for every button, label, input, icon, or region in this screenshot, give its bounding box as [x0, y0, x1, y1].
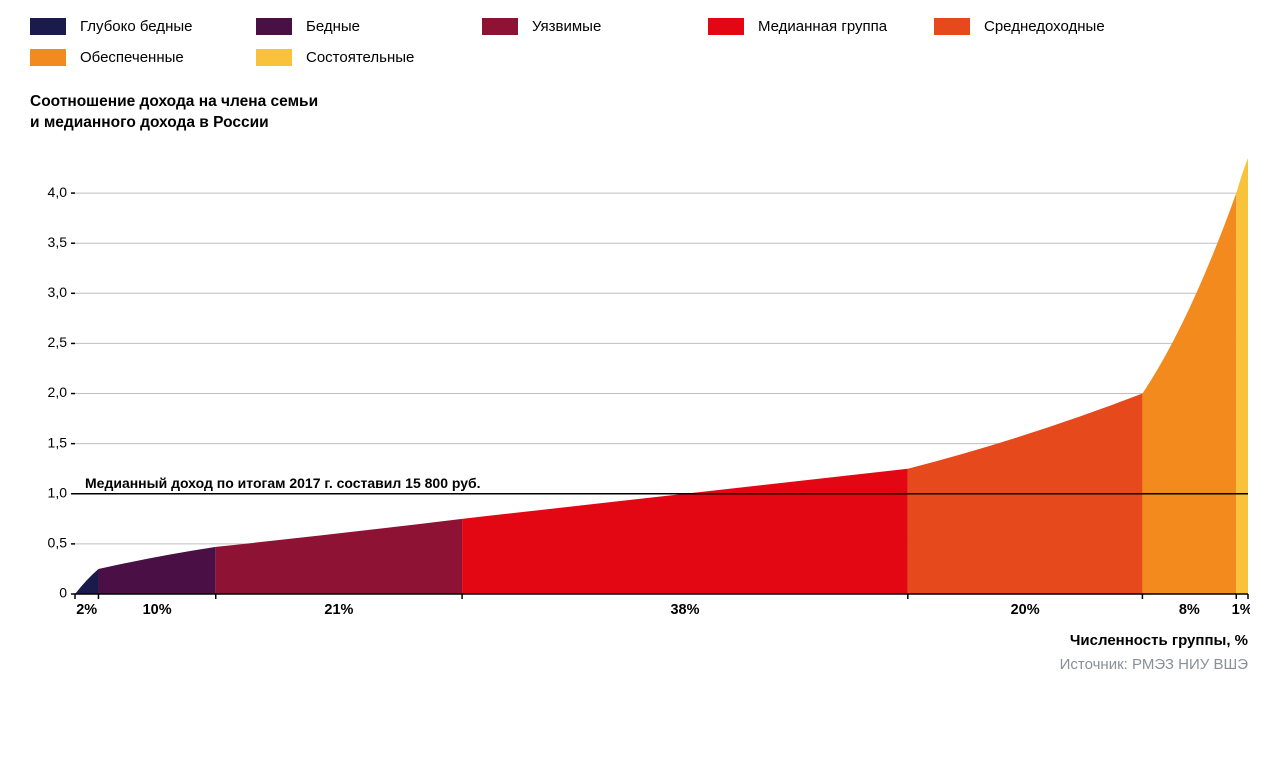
- source-text: РМЭЗ НИУ ВШЭ: [1132, 656, 1248, 673]
- x-tick-label: 1%: [1232, 602, 1250, 618]
- x-tick-label: 20%: [1011, 602, 1040, 618]
- y-tick-label: 3,0: [48, 284, 68, 300]
- source-line: Источник: РМЭЗ НИУ ВШЭ: [1060, 656, 1248, 673]
- legend-label: Бедные: [306, 18, 360, 35]
- y-tick-label: 1,5: [48, 434, 68, 450]
- area-segment: [216, 519, 462, 594]
- area-segment: [98, 547, 215, 594]
- legend-label: Уязвимые: [532, 18, 601, 35]
- area-segment: [462, 469, 908, 594]
- area-segment: [1236, 158, 1248, 594]
- x-tick-label: 2%: [76, 602, 97, 618]
- area-segment: [1142, 193, 1236, 594]
- legend-swatch: [256, 18, 292, 35]
- chart: 0 0,5 1,0 1,5 2,0 2,5 3,0 3,5 4,0 2% 10% 21% 38% 20% 8…: [30, 148, 1250, 698]
- x-tick-label: 38%: [670, 602, 699, 618]
- legend-item: Уязвимые: [482, 18, 708, 35]
- median-note: Медианный доход по итогам 2017 г. состав…: [85, 475, 481, 491]
- x-tick-label: 21%: [324, 602, 353, 618]
- x-axis-title: Численность группы, %: [1070, 632, 1248, 649]
- legend-label: Состоятельные: [306, 49, 414, 66]
- chart-title-line2: и медианного дохода в России: [30, 114, 269, 131]
- legend-item: Бедные: [256, 18, 482, 35]
- y-tick-label: 1,0: [48, 484, 68, 500]
- legend: Глубоко бедные Бедные Уязвимые Медианная гр…: [30, 18, 1250, 66]
- source-prefix: Источник:: [1060, 656, 1132, 673]
- chart-svg: 0 0,5 1,0 1,5 2,0 2,5 3,0 3,5 4,0 2% 10% 21% 38% 20% 8…: [30, 148, 1250, 648]
- y-tick-label: 2,5: [48, 334, 68, 350]
- legend-swatch: [934, 18, 970, 35]
- y-tick-label: 3,5: [48, 234, 68, 250]
- legend-label: Глубоко бедные: [80, 18, 192, 35]
- legend-swatch: [256, 49, 292, 66]
- chart-title-line1: Соотношение дохода на члена семьи: [30, 93, 318, 110]
- legend-item: Среднедоходные: [934, 18, 1160, 35]
- y-tick-label: 0: [59, 585, 67, 601]
- legend-swatch: [482, 18, 518, 35]
- legend-item: Обеспеченные: [30, 49, 256, 66]
- legend-swatch: [30, 18, 66, 35]
- legend-item: Глубоко бедные: [30, 18, 256, 35]
- y-tick-label: 0,5: [48, 534, 68, 550]
- chart-title: Соотношение дохода на члена семьи и меди…: [30, 92, 1250, 134]
- y-tick-label: 4,0: [48, 184, 68, 200]
- legend-swatch: [30, 49, 66, 66]
- legend-swatch: [708, 18, 744, 35]
- area-segment: [75, 569, 98, 594]
- y-tick-label: 2,0: [48, 384, 68, 400]
- x-tick-label: 10%: [143, 602, 172, 618]
- legend-item: Медианная группа: [708, 18, 934, 35]
- legend-label: Обеспеченные: [80, 49, 184, 66]
- legend-label: Медианная группа: [758, 18, 887, 35]
- legend-item: Состоятельные: [256, 49, 482, 66]
- x-tick-label: 8%: [1179, 602, 1200, 618]
- legend-label: Среднедоходные: [984, 18, 1105, 35]
